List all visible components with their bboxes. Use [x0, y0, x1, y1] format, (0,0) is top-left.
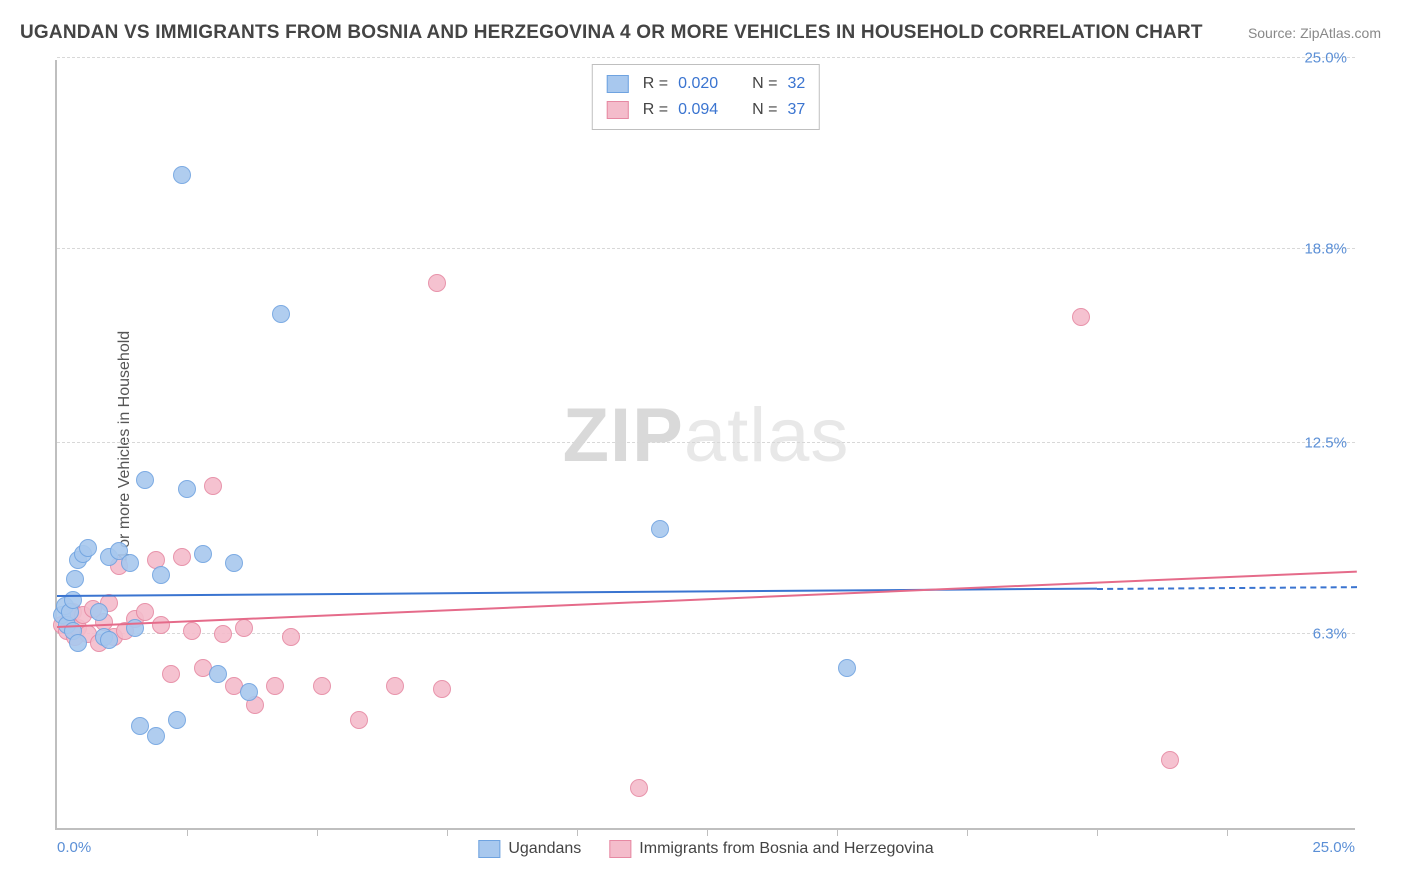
legend-swatch: [607, 101, 629, 119]
watermark: ZIPatlas: [563, 392, 850, 479]
scatter-point: [225, 554, 243, 572]
scatter-point: [350, 711, 368, 729]
scatter-point: [147, 727, 165, 745]
scatter-point: [433, 680, 451, 698]
scatter-point: [173, 548, 191, 566]
scatter-point: [152, 616, 170, 634]
scatter-point: [121, 554, 139, 572]
y-tick-label: 25.0%: [1304, 50, 1347, 67]
scatter-plot-area: ZIPatlas R =0.020N =32R =0.094N =37 0.0%…: [55, 60, 1355, 830]
x-tick: [187, 828, 188, 836]
scatter-point: [313, 677, 331, 695]
chart-title: UGANDAN VS IMMIGRANTS FROM BOSNIA AND HE…: [20, 22, 1203, 44]
series-legend: Ugandans Immigrants from Bosnia and Herze…: [478, 840, 933, 858]
x-tick: [577, 828, 578, 836]
y-tick-label: 6.3%: [1313, 625, 1347, 642]
scatter-point: [838, 659, 856, 677]
scatter-point: [162, 665, 180, 683]
scatter-point: [152, 566, 170, 584]
gridline: [57, 442, 1355, 443]
scatter-point: [90, 603, 108, 621]
x-tick: [967, 828, 968, 836]
gridline: [57, 57, 1355, 58]
legend-r-value: 0.094: [678, 101, 730, 119]
scatter-point: [204, 477, 222, 495]
trend-line: [1097, 586, 1357, 590]
legend-n-label: N =: [752, 75, 777, 93]
scatter-point: [282, 628, 300, 646]
legend-swatch: [607, 75, 629, 93]
source-attribution: Source: ZipAtlas.com: [1248, 25, 1381, 41]
x-axis-min-label: 0.0%: [57, 839, 91, 856]
x-tick: [447, 828, 448, 836]
gridline: [57, 248, 1355, 249]
scatter-point: [1072, 308, 1090, 326]
legend-row: R = 0.020 N = 32: [607, 71, 805, 97]
scatter-point: [136, 603, 154, 621]
scatter-point: [266, 677, 284, 695]
scatter-point: [209, 665, 227, 683]
legend-n-value: 32: [787, 75, 805, 93]
x-tick: [837, 828, 838, 836]
legend-swatch: [609, 840, 631, 858]
y-tick-label: 12.5%: [1304, 435, 1347, 452]
legend-swatch: [478, 840, 500, 858]
legend-r-value: 0.020: [678, 75, 730, 93]
legend-n-value: 37: [787, 101, 805, 119]
legend-row: R = 0.094 N = 37: [607, 97, 805, 123]
scatter-point: [1161, 751, 1179, 769]
x-axis-max-label: 25.0%: [1312, 839, 1355, 856]
x-tick: [707, 828, 708, 836]
legend-series-name: Ugandans: [508, 840, 581, 858]
scatter-point: [630, 779, 648, 797]
scatter-point: [136, 471, 154, 489]
scatter-point: [64, 591, 82, 609]
scatter-point: [178, 480, 196, 498]
scatter-point: [100, 631, 118, 649]
x-tick: [317, 828, 318, 836]
scatter-point: [183, 622, 201, 640]
legend-series: Immigrants from Bosnia and Herzegovina: [609, 840, 933, 858]
scatter-point: [235, 619, 253, 637]
x-tick: [1097, 828, 1098, 836]
correlation-legend: R = 0.020 N = 32 R = 0.094 N = 37: [592, 64, 820, 130]
scatter-point: [428, 274, 446, 292]
scatter-point: [79, 539, 97, 557]
legend-series-name: Immigrants from Bosnia and Herzegovina: [639, 840, 933, 858]
scatter-point: [66, 570, 84, 588]
x-tick: [1227, 828, 1228, 836]
scatter-point: [69, 634, 87, 652]
scatter-point: [194, 545, 212, 563]
legend-series: Ugandans: [478, 840, 581, 858]
legend-r-label: R =: [643, 75, 668, 93]
trend-line: [57, 570, 1357, 627]
scatter-point: [240, 683, 258, 701]
gridline: [57, 633, 1355, 634]
scatter-point: [386, 677, 404, 695]
scatter-point: [651, 520, 669, 538]
legend-r-label: R =: [643, 101, 668, 119]
y-tick-label: 18.8%: [1304, 240, 1347, 257]
scatter-point: [214, 625, 232, 643]
legend-n-label: N =: [752, 101, 777, 119]
scatter-point: [173, 166, 191, 184]
scatter-point: [168, 711, 186, 729]
scatter-point: [272, 305, 290, 323]
